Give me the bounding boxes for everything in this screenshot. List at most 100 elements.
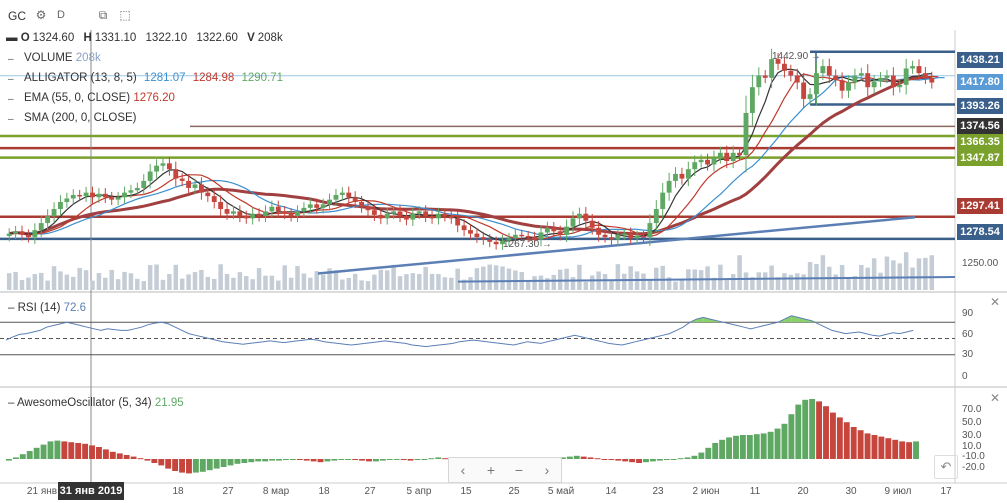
- ao-bar: [587, 457, 594, 459]
- close-rsi-icon[interactable]: ✕: [990, 295, 1001, 309]
- volume-bar: [589, 275, 595, 290]
- date-label: 18: [318, 486, 330, 497]
- ao-bar: [823, 406, 829, 459]
- ao-bar: [75, 443, 82, 459]
- volume-bar: [384, 270, 390, 290]
- candle-body: [160, 163, 166, 166]
- candle-body: [154, 165, 159, 172]
- close-ao-icon[interactable]: ✕: [990, 391, 1001, 405]
- price-tag: 1393.26: [957, 98, 1003, 114]
- candle-body: [871, 81, 877, 88]
- candle-body: [192, 184, 198, 188]
- candle-body: [256, 213, 262, 217]
- volume-bar: [878, 272, 883, 290]
- candle-body: [128, 190, 134, 193]
- rsi-axis-60: 60: [962, 329, 974, 340]
- zoom-in-button[interactable]: +: [486, 462, 496, 478]
- ao-bar: [829, 412, 836, 459]
- candle-body: [436, 213, 441, 219]
- scroll-left-button[interactable]: ‹: [460, 462, 466, 478]
- ao-bar: [241, 459, 248, 463]
- gear-icon[interactable]: ⚙: [35, 8, 47, 22]
- toolbar: GC ⚙ D ⧉ ⬚: [0, 0, 1007, 31]
- candle-body: [461, 225, 467, 231]
- ao-bar: [213, 459, 220, 469]
- volume-bar: [103, 277, 108, 290]
- candle-body: [685, 169, 691, 179]
- ao-bar: [753, 434, 760, 459]
- volume-bar: [481, 266, 486, 290]
- ao-bar: [733, 435, 739, 459]
- chart-canvas[interactable]: [0, 30, 1007, 503]
- candle-body: [621, 233, 627, 236]
- volume-bar: [577, 264, 582, 290]
- ao-bar: [26, 451, 33, 459]
- volume-bar: [276, 280, 281, 290]
- candle-body: [365, 206, 371, 211]
- volume-bar: [846, 278, 851, 290]
- candle-body: [468, 230, 473, 234]
- volume-bar: [77, 267, 82, 290]
- ao-bar: [317, 459, 324, 463]
- ao-bar: [40, 444, 47, 459]
- collapse-icon[interactable]: –: [8, 54, 14, 65]
- volume-bar: [135, 278, 140, 290]
- zoom-out-button[interactable]: −: [514, 462, 524, 478]
- volume-bar: [417, 274, 422, 290]
- ao-bar: [677, 458, 684, 460]
- ao-bar: [144, 459, 151, 461]
- ao-bar: [636, 459, 642, 463]
- collapse-icon[interactable]: –: [8, 74, 14, 85]
- candle-body: [705, 159, 710, 165]
- volume-bar: [545, 278, 550, 290]
- price-tag: 1417.80: [957, 74, 1003, 90]
- scroll-right-button[interactable]: ›: [544, 462, 550, 478]
- volume-bar: [308, 277, 313, 290]
- volume-bar: [551, 274, 557, 290]
- candle-body: [198, 184, 204, 193]
- symbol-label[interactable]: GC: [8, 9, 26, 23]
- ao-bar: [366, 459, 372, 462]
- interval-selector[interactable]: D: [57, 9, 65, 21]
- ao-bar: [663, 459, 670, 460]
- candle-body: [890, 75, 896, 88]
- candle-body: [846, 82, 851, 91]
- ao-bar: [96, 447, 102, 459]
- ao-bar: [269, 459, 276, 461]
- ao-bar: [767, 431, 774, 459]
- date-label: 18: [172, 486, 184, 497]
- volume-bar: [224, 273, 230, 290]
- candle-body: [653, 209, 659, 224]
- candle-body: [295, 211, 300, 217]
- volume-bar: [468, 277, 473, 290]
- candle-body: [96, 193, 102, 198]
- candle-body: [307, 204, 313, 208]
- low-annotation: 1267.30 →: [503, 239, 552, 250]
- ao-bar: [670, 459, 677, 460]
- price-tag: 1297.41: [957, 198, 1003, 214]
- collapse-icon[interactable]: –: [8, 94, 14, 105]
- ao-bar: [622, 459, 629, 462]
- ao-bar: [359, 459, 366, 461]
- ao-bar: [712, 443, 719, 459]
- ao-bar: [857, 430, 864, 459]
- ao-bar: [809, 399, 816, 459]
- ao-bar: [559, 457, 566, 459]
- volume-bar: [372, 274, 377, 290]
- candle-body: [282, 211, 288, 214]
- ema-legend: EMA (55, 0, CLOSE) 1276.20: [24, 92, 175, 104]
- candle-body: [45, 216, 51, 224]
- rsi-axis-0: 0: [962, 371, 968, 382]
- expand-icon[interactable]: ⧉: [98, 8, 108, 22]
- ao-bar: [850, 427, 857, 459]
- ao-bar: [248, 459, 255, 463]
- volume-bar: [365, 281, 371, 290]
- ao-bar: [352, 459, 359, 460]
- ao-bar: [795, 404, 802, 459]
- fullscreen-icon[interactable]: ⬚: [119, 8, 131, 22]
- candle-body: [500, 240, 505, 245]
- collapse-icon[interactable]: –: [8, 114, 14, 125]
- reset-chart-button[interactable]: ↶: [934, 455, 958, 479]
- volume-bar: [743, 272, 749, 290]
- volume-bar: [730, 274, 736, 290]
